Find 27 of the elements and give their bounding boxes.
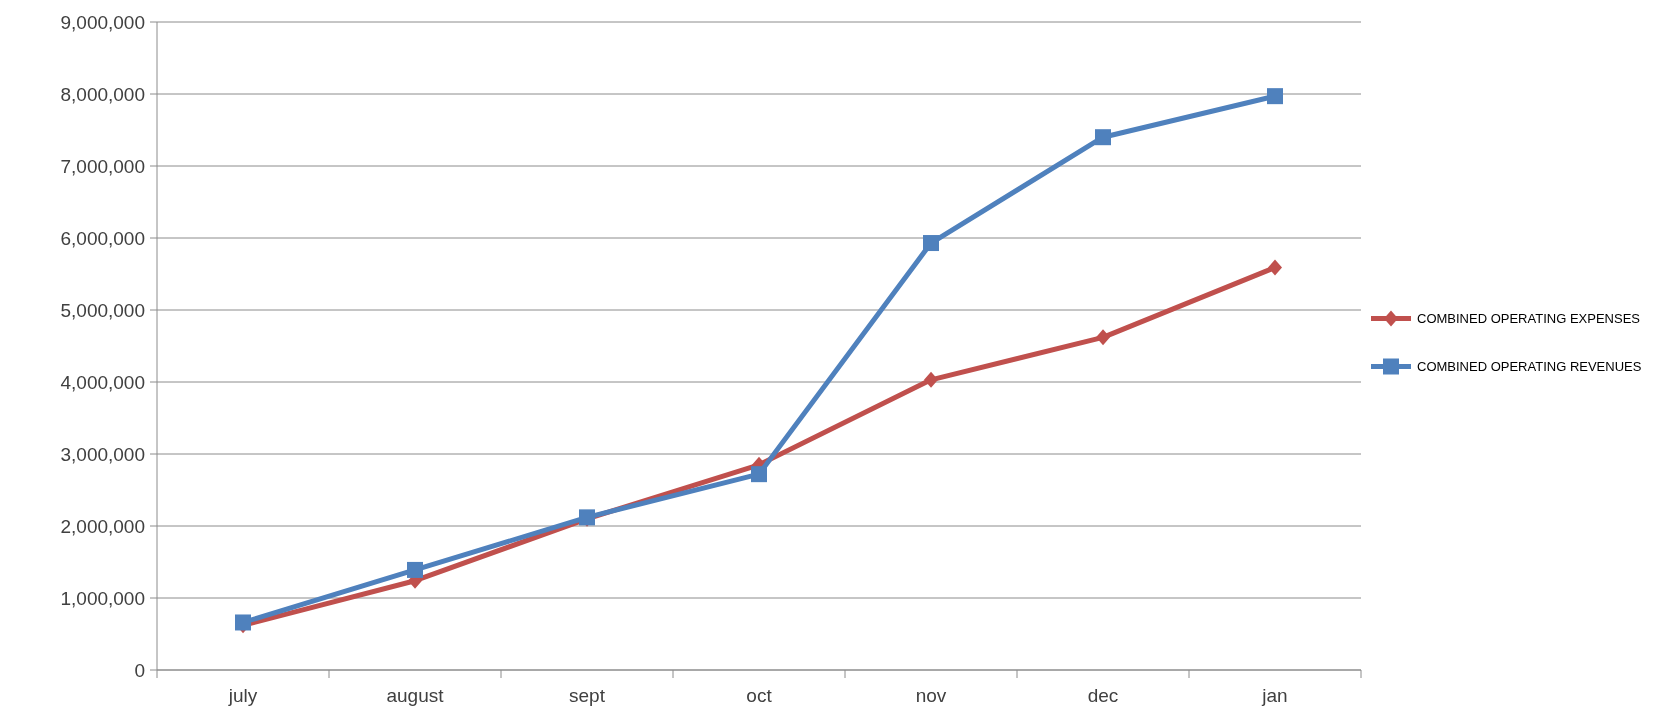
- point: [1095, 129, 1111, 146]
- x-tick-label: dec: [1087, 685, 1119, 706]
- point: [924, 371, 938, 388]
- x-tick-label: jan: [1261, 685, 1288, 706]
- y-tick-label: 1,000,000: [60, 587, 145, 609]
- point: [751, 466, 767, 483]
- x-tick-label: august: [386, 685, 445, 706]
- point: [407, 561, 423, 578]
- y-tick-label: 9,000,000: [60, 11, 145, 33]
- y-tick-label: 2,000,000: [60, 515, 145, 537]
- legend-label: COMBINED OPERATING REVENUES: [1417, 359, 1642, 375]
- y-tick-label: 7,000,000: [60, 155, 145, 177]
- y-tick-label: 3,000,000: [60, 443, 145, 465]
- y-tick-label: 8,000,000: [60, 83, 145, 105]
- point: [1268, 259, 1282, 276]
- y-tick-label: 4,000,000: [60, 371, 145, 393]
- legend-label: COMBINED OPERATING EXPENSES: [1417, 311, 1641, 327]
- y-tick-label: 0: [134, 659, 145, 681]
- point: [1267, 88, 1283, 105]
- y-tick-label: 6,000,000: [60, 227, 145, 249]
- x-tick-label: nov: [915, 685, 947, 706]
- x-tick-label: oct: [746, 685, 773, 706]
- x-tick-label: sept: [569, 685, 606, 706]
- point: [1096, 329, 1110, 346]
- x-tick-label: july: [227, 685, 258, 706]
- point: [923, 235, 939, 252]
- y-tick-label: 5,000,000: [60, 299, 145, 321]
